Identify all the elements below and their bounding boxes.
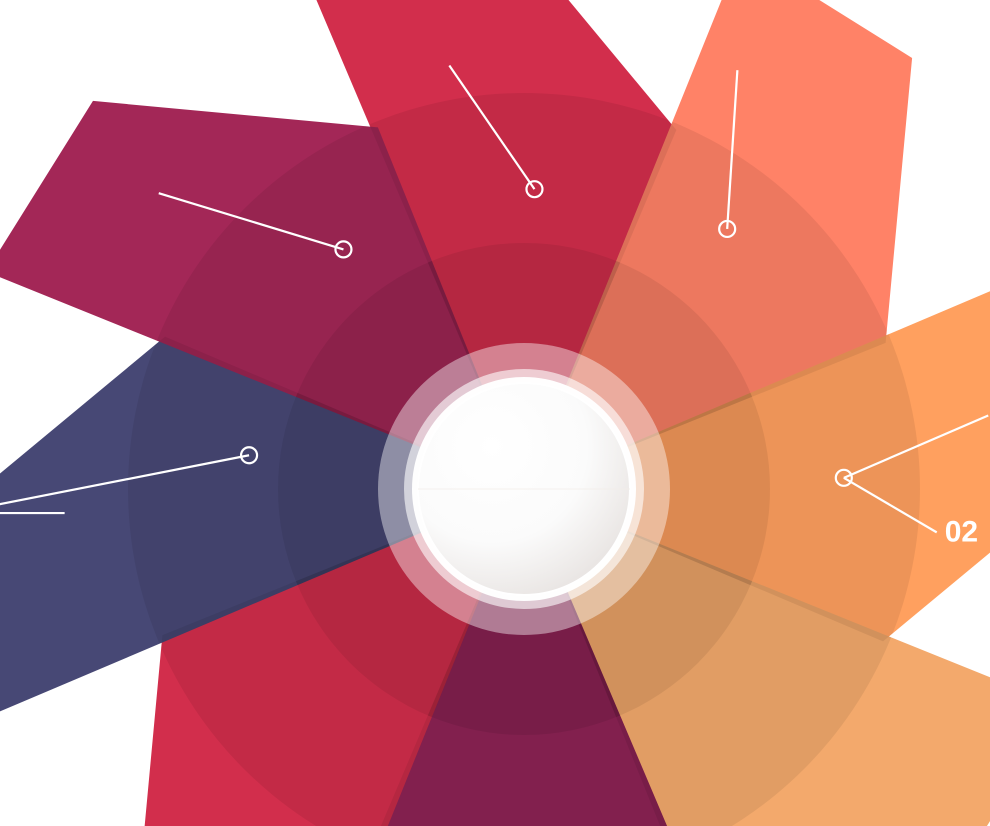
- svg-text:02: 02: [945, 515, 978, 548]
